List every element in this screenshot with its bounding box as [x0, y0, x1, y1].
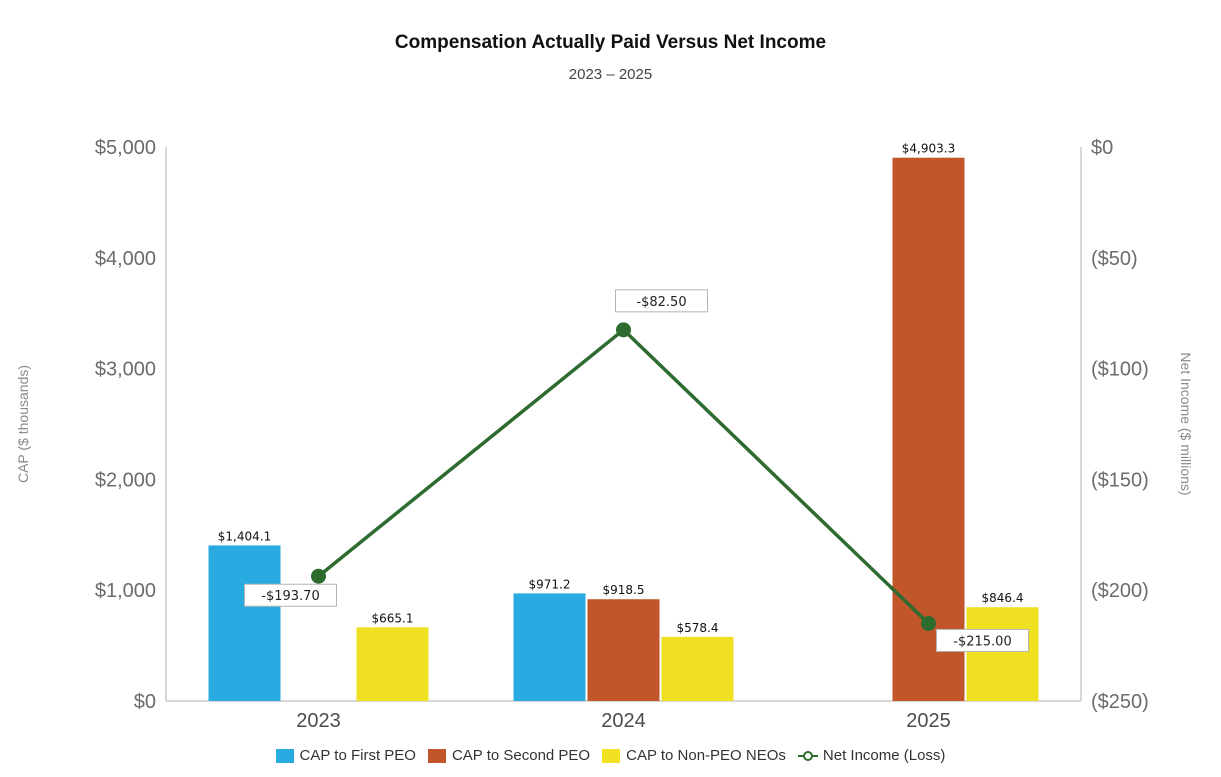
bar-data-label: $1,404.1: [218, 529, 271, 543]
legend-item-non-peo-neos: CAP to Non-PEO NEOs: [602, 747, 786, 764]
y2-tick-label: ($150): [1091, 469, 1149, 491]
legend-item-net-income: Net Income (Loss): [797, 747, 946, 764]
y-tick-label: $5,000: [95, 137, 156, 159]
line-label-box: [936, 628, 1029, 652]
chart-subtitle: 2023 – 2025: [568, 66, 653, 83]
y-tick-label: $1,000: [95, 580, 156, 602]
y-tick-label: $4,000: [95, 248, 156, 270]
x-tick-label: 2024: [601, 710, 646, 732]
y2-tick-label: ($50): [1091, 248, 1138, 270]
line-point: [616, 322, 631, 338]
bar: [208, 545, 281, 701]
legend-item-second-peo: CAP to Second PEO: [427, 747, 591, 764]
bar-data-label: $4,903.3: [902, 142, 955, 156]
y-tick-label: $0: [134, 691, 156, 713]
legend-label-non-peo-neos: CAP to Non-PEO NEOs: [626, 747, 786, 764]
line-point: [311, 568, 326, 584]
legend-label-net-income: Net Income (Loss): [822, 747, 946, 764]
chart-area: $0 $1,000 $2,000 $3,000 $4,000 $5,000 ($250) ($…: [15, 137, 1194, 732]
line-data-label: -$82.50: [636, 295, 686, 310]
bar: [513, 593, 586, 701]
y2-tick-label: ($250): [1091, 691, 1149, 713]
bar-data-label: $918.5: [603, 583, 645, 597]
legend-swatch-first-peo: [275, 748, 294, 763]
bar: [661, 636, 734, 701]
line-label-box: [244, 583, 337, 607]
legend-swatch-non-peo-neos: [602, 748, 621, 763]
x-tick-label: 2025: [906, 710, 951, 732]
line-data-label: -$215.00: [953, 634, 1011, 649]
y2-tick-label: ($100): [1091, 359, 1149, 381]
legend-item-first-peo: CAP to First PEO: [275, 747, 416, 764]
y-tick-label: $3,000: [95, 359, 156, 381]
legend-swatch-second-peo: [427, 748, 446, 763]
y2-tick-label: ($200): [1091, 580, 1149, 602]
bar-data-label: $971.2: [529, 577, 571, 591]
y-tick-label: $2,000: [95, 469, 156, 491]
legend-line-net-income-icon: [797, 749, 818, 763]
y2-tick-label: $0: [1091, 137, 1113, 159]
line-data-label: -$193.70: [261, 589, 319, 604]
y-axis-title: CAP ($ thousands): [15, 365, 31, 483]
legend: CAP to First PEO CAP to Second PEO CAP t…: [0, 747, 1221, 764]
line-label-box: [615, 289, 708, 313]
line-point: [921, 615, 936, 631]
bar-data-label: $578.4: [677, 621, 719, 635]
bar: [587, 599, 660, 701]
bar: [356, 627, 429, 701]
y2-axis-title: Net Income ($ millions): [1178, 352, 1194, 495]
x-tick-label: 2023: [296, 710, 341, 732]
net-income-line: [317, 327, 930, 625]
legend-label-first-peo: CAP to First PEO: [299, 747, 416, 764]
bar-data-label: $665.1: [372, 611, 414, 625]
bar-data-label: $846.4: [982, 591, 1024, 605]
legend-label-second-peo: CAP to Second PEO: [451, 747, 591, 764]
chart-title: Compensation Actually Paid Versus Net In…: [394, 32, 827, 53]
bar: [966, 607, 1039, 701]
bar: [892, 157, 965, 701]
